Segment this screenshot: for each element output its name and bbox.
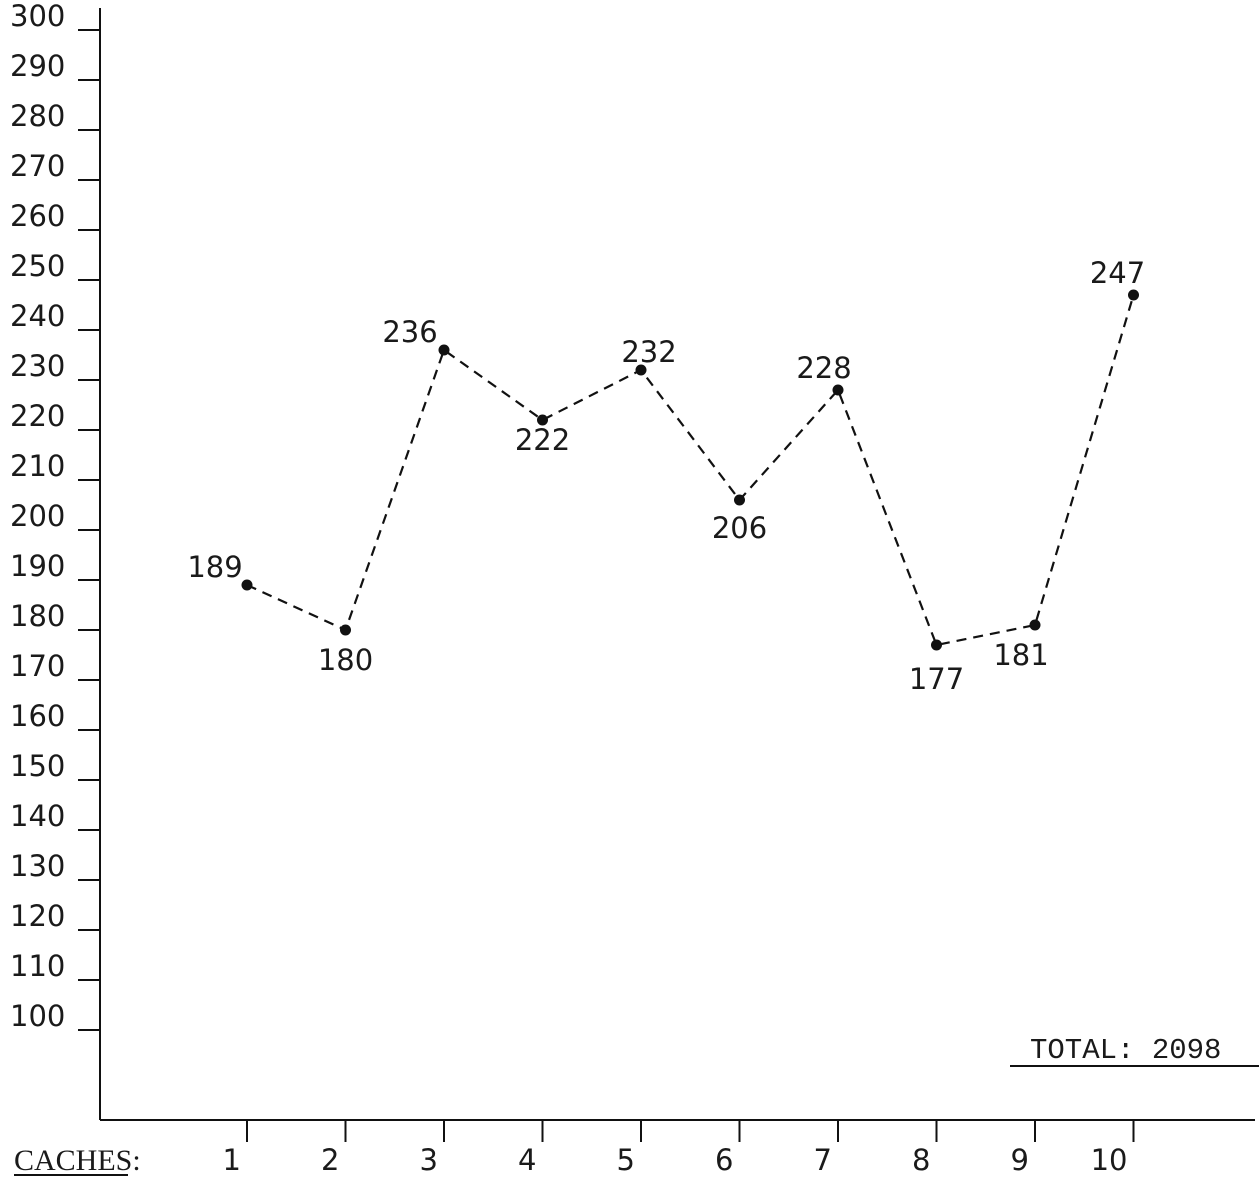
- x-tick-label: 7: [814, 1143, 832, 1177]
- x-axis-ticks: 1 2 3 4 5 6 7 8 9 10: [223, 1120, 1135, 1177]
- x-tick-label: 5: [617, 1143, 635, 1177]
- x-tick-label: 2: [321, 1143, 339, 1177]
- data-point: [438, 344, 450, 356]
- x-tick-label: 10: [1091, 1143, 1128, 1177]
- y-tick-label: 100: [10, 999, 65, 1033]
- y-tick-label: 270: [10, 149, 65, 183]
- data-label: 189: [187, 550, 242, 584]
- y-tick-label: 130: [10, 849, 65, 883]
- y-tick-label: 170: [10, 649, 65, 683]
- y-tick-label: 210: [10, 449, 65, 483]
- y-tick-label: 250: [10, 249, 65, 283]
- x-tick-label: 3: [420, 1143, 438, 1177]
- x-tick-label: 1: [223, 1143, 241, 1177]
- y-tick-label: 180: [10, 599, 65, 633]
- y-axis-ticks: 300 290 280 270 260 250 240 230 220 210 200 190 180 1…: [10, 0, 100, 1033]
- data-label: 177: [909, 662, 964, 696]
- y-tick-label: 260: [10, 199, 65, 233]
- data-label: 180: [318, 643, 373, 677]
- data-label: 181: [993, 638, 1048, 672]
- total-text: TOTAL: 2098: [1030, 1034, 1221, 1067]
- series-line: [246, 294, 1135, 647]
- data-point: [635, 364, 647, 376]
- y-tick-label: 160: [10, 699, 65, 733]
- data-label: 247: [1090, 256, 1145, 290]
- y-tick-label: 110: [10, 949, 65, 983]
- y-tick-label: 290: [10, 49, 65, 83]
- data-labels: 189 180 236 222 232 206 228 177 181 247: [187, 256, 1145, 696]
- data-label: 222: [515, 423, 570, 457]
- y-tick-label: 120: [10, 899, 65, 933]
- data-point: [537, 414, 548, 426]
- y-tick-label: 240: [10, 299, 65, 333]
- series-points: [241, 289, 1139, 651]
- data-label: 236: [382, 315, 437, 349]
- x-tick-label: 9: [1011, 1143, 1029, 1177]
- data-point: [1029, 619, 1041, 631]
- data-label: 232: [621, 335, 676, 369]
- y-tick-label: 300: [10, 0, 65, 33]
- y-tick-label: 140: [10, 799, 65, 833]
- x-axis-title: CACHES:: [14, 1144, 141, 1177]
- y-tick-label: 200: [10, 499, 65, 533]
- y-tick-label: 230: [10, 349, 65, 383]
- x-tick-label: 8: [912, 1143, 930, 1177]
- y-tick-label: 150: [10, 749, 65, 783]
- data-label: 206: [712, 511, 767, 545]
- data-point: [931, 639, 942, 651]
- data-point: [241, 579, 253, 591]
- x-tick-label: 6: [715, 1143, 733, 1177]
- series-polyline: [246, 294, 1135, 647]
- data-point: [1128, 289, 1139, 301]
- data-point: [832, 384, 844, 396]
- data-point: [340, 624, 351, 636]
- x-tick-label: 4: [518, 1143, 536, 1177]
- y-tick-label: 280: [10, 99, 65, 133]
- data-point: [734, 494, 745, 506]
- data-label: 228: [796, 351, 851, 385]
- y-tick-label: 220: [10, 399, 65, 433]
- y-tick-label: 190: [10, 549, 65, 583]
